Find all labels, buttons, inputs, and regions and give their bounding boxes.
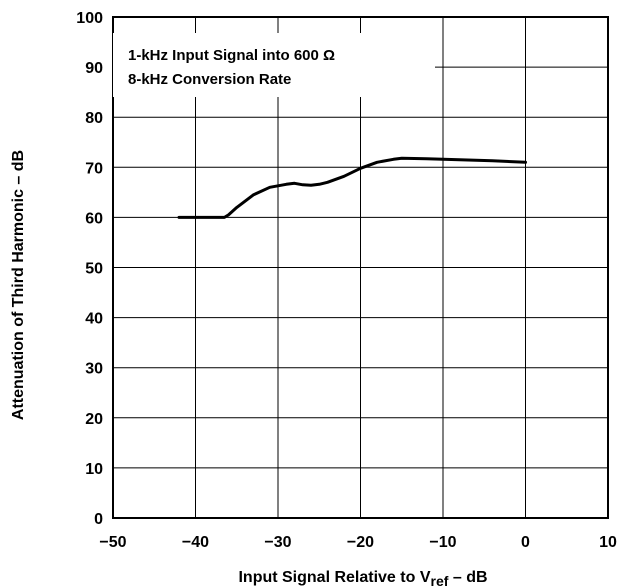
series-line	[177, 156, 527, 219]
annotation-box	[113, 33, 435, 97]
x-tick-label: −20	[347, 534, 374, 551]
x-tick-label: −10	[429, 534, 456, 551]
x-tick-label: −50	[99, 534, 126, 551]
y-tick-label: 100	[76, 10, 103, 27]
x-tick-labels: −50 −40 −30 −20 −10 0 10	[99, 534, 617, 551]
y-tick-label: 90	[85, 60, 103, 77]
x-axis-title-main: Input Signal Relative to V	[238, 569, 430, 586]
x-tick-label: −40	[182, 534, 209, 551]
x-axis-title: Input Signal Relative to Vref – dB	[238, 569, 487, 588]
x-tick-label: 0	[521, 534, 530, 551]
y-axis-title: Attenuation of Third Harmonic – dB	[10, 150, 27, 420]
y-tick-label: 60	[85, 210, 103, 227]
y-tick-label: 70	[85, 160, 103, 177]
annotation-line-1: 1-kHz Input Signal into 600 Ω	[128, 47, 335, 64]
y-tick-label: 40	[85, 311, 103, 328]
annotation-line-2: 8-kHz Conversion Rate	[128, 71, 291, 88]
y-tick-label: 10	[85, 461, 103, 478]
y-tick-label: 50	[85, 261, 103, 278]
x-tick-label: −30	[264, 534, 291, 551]
y-tick-label: 30	[85, 361, 103, 378]
y-tick-label: 20	[85, 411, 103, 428]
x-axis-title-tail: – dB	[448, 569, 487, 586]
x-axis-title-subscript: ref	[431, 573, 449, 588]
x-tick-label: 10	[599, 534, 617, 551]
y-tick-labels: 0 10 20 30 40 50 60 70 80 90 100	[76, 10, 103, 528]
plot-frame	[112, 16, 609, 519]
y-tick-label: 80	[85, 110, 103, 127]
y-tick-label: 0	[94, 511, 103, 528]
